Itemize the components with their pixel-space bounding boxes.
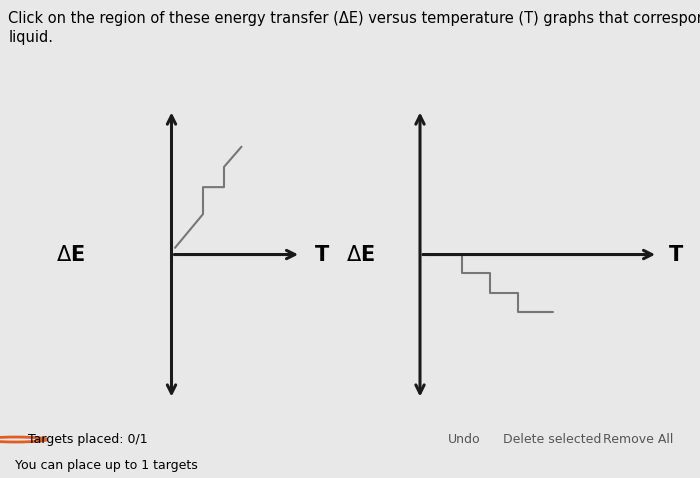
Text: $\Delta$E: $\Delta$E — [55, 245, 85, 264]
Text: T: T — [668, 245, 682, 264]
Text: Click on the region of these energy transfer (ΔE) versus temperature (T) graphs : Click on the region of these energy tran… — [8, 11, 700, 45]
Text: T: T — [315, 245, 329, 264]
Text: Undo: Undo — [448, 433, 481, 446]
Text: $\Delta$E: $\Delta$E — [346, 245, 375, 264]
Text: Delete selected: Delete selected — [503, 433, 601, 446]
Text: Targets placed: 0/1: Targets placed: 0/1 — [28, 433, 148, 446]
Text: You can place up to 1 targets: You can place up to 1 targets — [15, 459, 198, 472]
Text: Remove All: Remove All — [603, 433, 674, 446]
